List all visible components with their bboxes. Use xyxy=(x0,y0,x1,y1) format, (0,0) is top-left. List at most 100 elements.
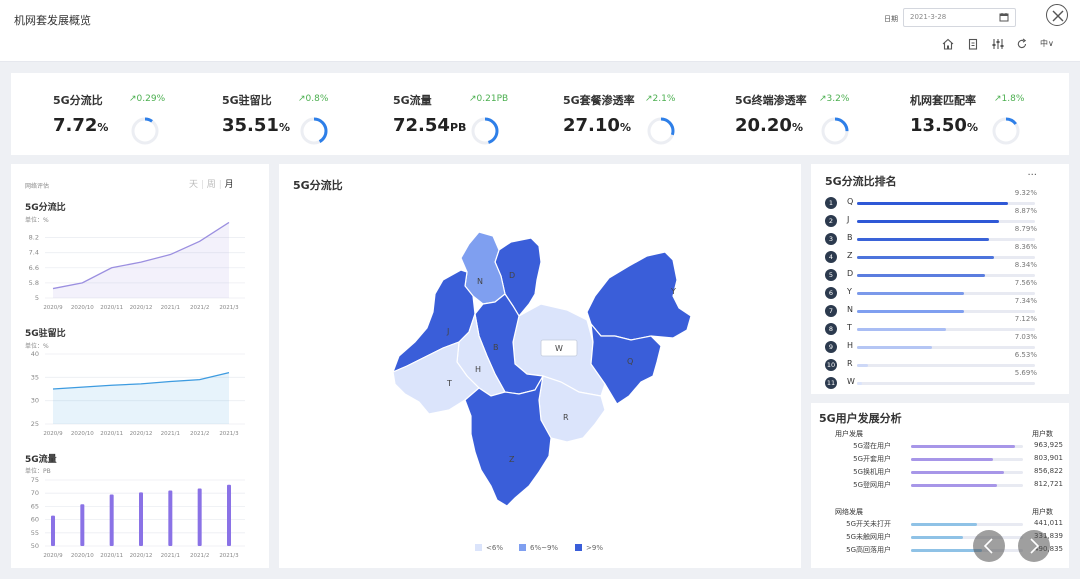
kpi-value: 7.72% xyxy=(53,115,109,136)
x-tick-label: 2020/9 xyxy=(43,431,63,437)
x-tick-label: 2020/9 xyxy=(43,553,63,559)
chart-title-split: 5G分流比 xyxy=(25,203,66,213)
ranking-row[interactable]: 5 D 8.34% xyxy=(825,261,1055,284)
legend-swatch xyxy=(519,544,526,551)
more-icon[interactable]: ··· xyxy=(1027,170,1037,181)
language-switch[interactable]: 中∨ xyxy=(1040,39,1054,48)
group-heading: 网络发展 xyxy=(835,508,863,516)
sliders-icon[interactable] xyxy=(991,38,1005,50)
user-row[interactable]: 5G登网用户 812,721 xyxy=(819,480,1063,493)
user-bar-track xyxy=(911,445,1023,448)
x-tick-label: 2020/12 xyxy=(130,553,153,559)
ranking-row[interactable]: 10 R 6.53% xyxy=(825,351,1055,374)
y-tick-label: 65 xyxy=(31,502,39,510)
group-column: 用户数 xyxy=(1032,430,1053,438)
rank-value: 7.34% xyxy=(1014,297,1037,305)
region-z[interactable] xyxy=(464,375,552,507)
rank-value: 8.34% xyxy=(1014,261,1037,269)
kpi-card: 5G驻留比 ↗0.8% 35.51% xyxy=(222,73,392,155)
kpi-change: ↗0.21PB xyxy=(469,94,509,104)
rank-region: D xyxy=(847,269,854,278)
ranking-row[interactable]: 1 Q 9.32% xyxy=(825,189,1055,212)
kpi-progress-ring xyxy=(992,117,1020,145)
refresh-icon[interactable] xyxy=(1015,38,1029,50)
rank-badge: 6 xyxy=(825,287,837,299)
rank-badge: 7 xyxy=(825,305,837,317)
bar xyxy=(139,492,143,546)
ranking-row[interactable]: 4 Z 8.36% xyxy=(825,243,1055,266)
ranking-row[interactable]: 11 W 5.69% xyxy=(825,369,1055,392)
chevron-left-icon xyxy=(983,538,993,554)
tab-week[interactable]: 周 xyxy=(206,180,216,190)
user-row[interactable]: 5G开关未打开 441,011 xyxy=(819,519,1063,532)
y-tick-label: 50 xyxy=(31,542,39,550)
ranking-row[interactable]: 9 H 7.03% xyxy=(825,333,1055,356)
next-button[interactable] xyxy=(1018,530,1050,562)
user-row[interactable]: 5G开套用户 803,901 xyxy=(819,454,1063,467)
prev-button[interactable] xyxy=(973,530,1005,562)
rank-region: Z xyxy=(847,251,853,260)
kpi-change: ↗3.2% xyxy=(819,94,850,104)
region-map: Y Q D N J B H T R Z W xyxy=(391,231,692,507)
kpi-name: 机网套匹配率 xyxy=(910,94,976,107)
group-column: 用户数 xyxy=(1032,508,1053,516)
y-tick-label: 5 xyxy=(35,294,39,302)
tab-month[interactable]: 月 xyxy=(224,180,234,190)
date-picker[interactable]: 2021-3-28 xyxy=(903,8,1016,27)
ranking-row[interactable]: 3 B 8.79% xyxy=(825,225,1055,248)
close-button[interactable] xyxy=(1046,4,1068,26)
calendar-icon[interactable] xyxy=(999,12,1009,22)
y-tick-label: 8.2 xyxy=(29,234,39,242)
user-bar-fill xyxy=(911,549,982,552)
user-title: 5G用户发展分析 xyxy=(819,412,902,425)
kpi-card: 机网套匹配率 ↗1.8% 13.50% xyxy=(910,73,1080,155)
user-row-label: 5G高回落用户 xyxy=(846,546,891,554)
ranking-row[interactable]: 2 J 8.87% xyxy=(825,207,1055,230)
date-label: 日期 xyxy=(884,15,898,23)
x-tick-label: 2021/1 xyxy=(161,431,180,437)
map-label-n: N xyxy=(477,277,483,286)
user-bar-fill xyxy=(911,523,978,526)
ranking-row[interactable]: 8 T 7.12% xyxy=(825,315,1055,338)
user-row[interactable]: 5G未触网用户 331,839 xyxy=(819,532,1063,545)
home-icon[interactable] xyxy=(941,38,955,50)
user-bar-track xyxy=(911,458,1023,461)
x-tick-label: 2020/11 xyxy=(100,431,123,437)
legend-swatch xyxy=(475,544,482,551)
kpi-name: 5G驻留比 xyxy=(222,94,272,107)
kpi-name: 5G终端渗透率 xyxy=(735,94,807,107)
kpi-change: ↗0.8% xyxy=(298,94,329,104)
period-tabs: 天 | 周 | 月 xyxy=(189,180,234,190)
tab-day[interactable]: 天 xyxy=(189,180,199,190)
x-tick-label: 2021/3 xyxy=(219,553,239,559)
ranking-row[interactable]: 7 N 7.34% xyxy=(825,297,1055,320)
map-label-b: B xyxy=(493,343,499,352)
rank-value: 9.32% xyxy=(1014,189,1037,197)
user-row[interactable]: 5G换机用户 856,822 xyxy=(819,467,1063,480)
rank-badge: 3 xyxy=(825,233,837,245)
ring-progress xyxy=(471,117,499,145)
rank-region: H xyxy=(847,341,854,350)
x-tick-label: 2021/2 xyxy=(190,305,209,311)
rank-bar-track xyxy=(857,328,1035,331)
region-y[interactable] xyxy=(586,251,692,341)
ring-track xyxy=(131,117,159,145)
x-tick-label: 2021/1 xyxy=(161,553,180,559)
rank-bar-fill xyxy=(857,220,1000,223)
kpi-card: 5G流量 ↗0.21PB 72.54PB xyxy=(393,73,563,155)
rank-badge: 11 xyxy=(825,377,837,389)
rank-bar-fill xyxy=(857,274,986,277)
date-value: 2021-3-28 xyxy=(910,13,947,21)
rank-region: J xyxy=(847,215,850,224)
map-title: 5G分流比 xyxy=(293,179,343,192)
kpi-change: ↗2.1% xyxy=(645,94,676,104)
rank-region: W xyxy=(847,377,855,386)
kpi-value: 27.10% xyxy=(563,115,631,136)
bar xyxy=(51,515,55,546)
clipboard-icon[interactable] xyxy=(966,38,980,50)
user-row[interactable]: 5G潜在用户 963,925 xyxy=(819,441,1063,454)
ranking-row[interactable]: 6 Y 7.56% xyxy=(825,279,1055,302)
region-q[interactable] xyxy=(590,322,662,405)
user-row-value: 856,822 xyxy=(1034,467,1063,475)
map-label-d: D xyxy=(509,271,515,280)
